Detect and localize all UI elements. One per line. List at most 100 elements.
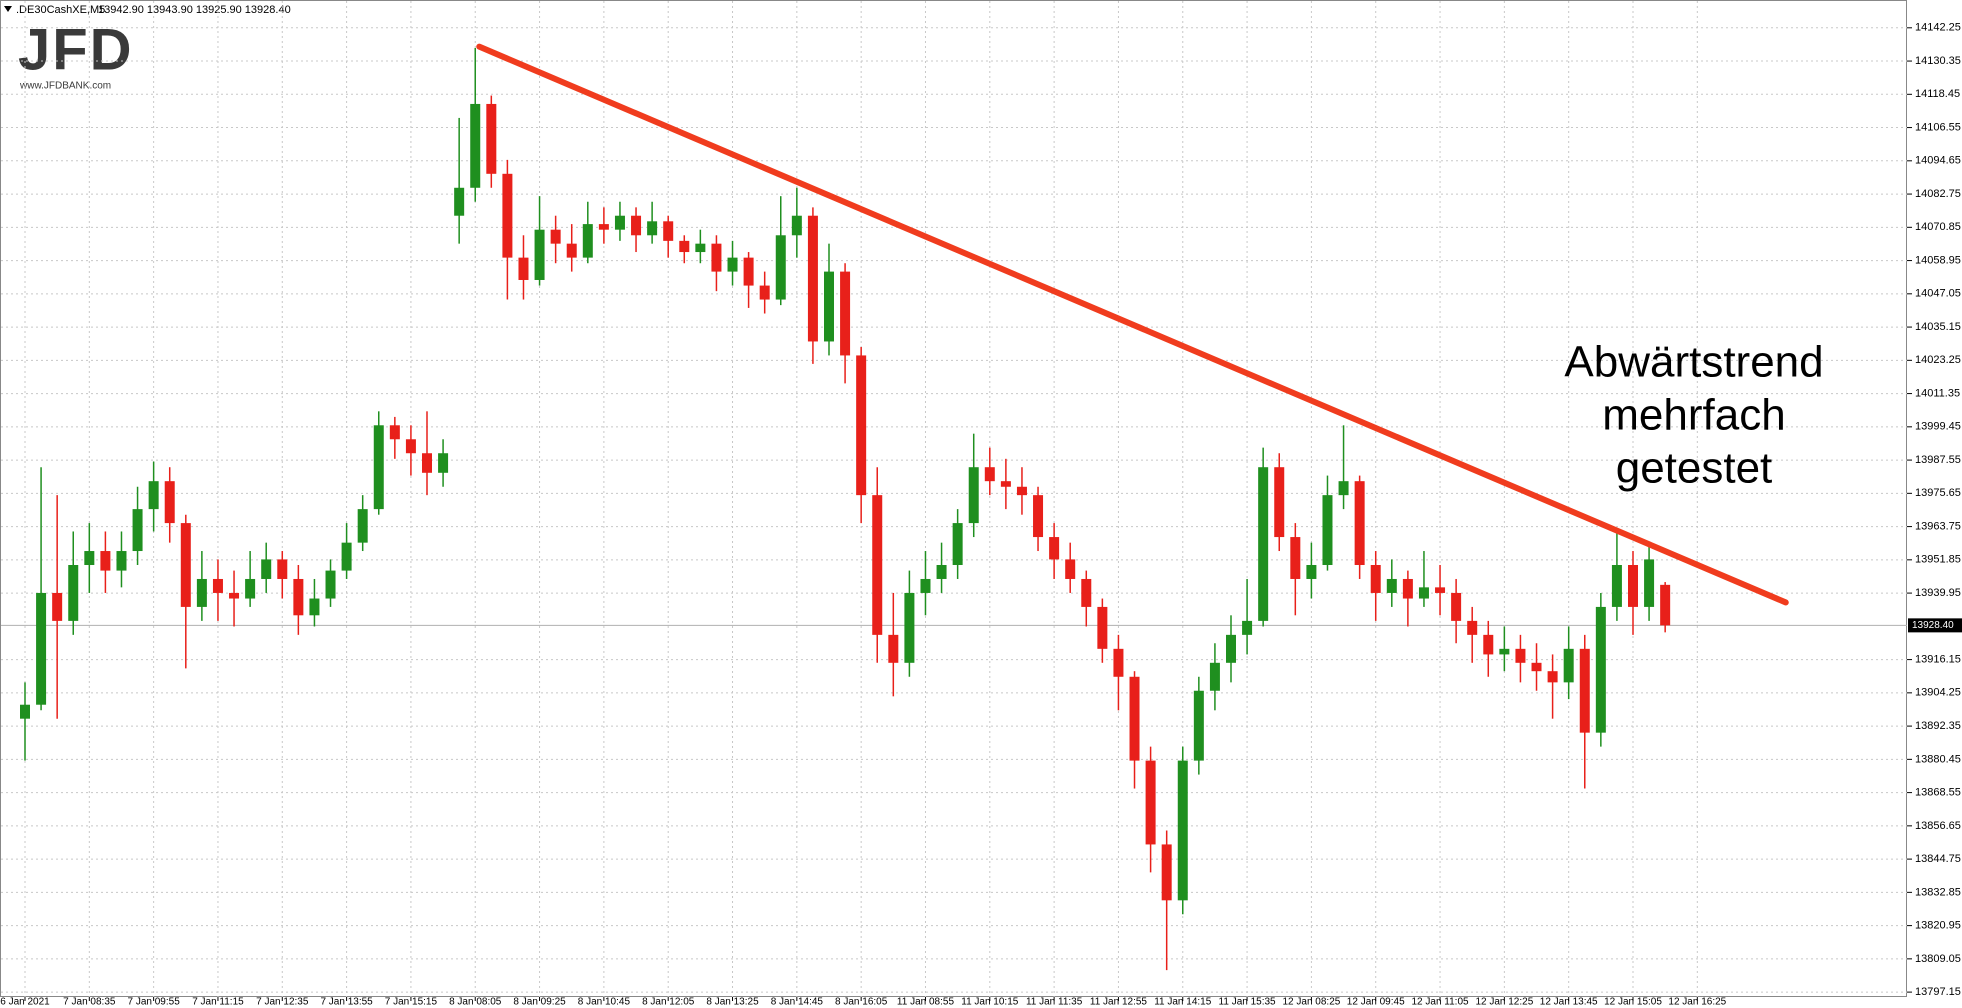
x-tick-label: 11 Jan 15:35 xyxy=(1219,997,1277,1008)
candle-body xyxy=(711,243,722,272)
trendline xyxy=(476,43,1789,606)
candle-body xyxy=(502,173,513,258)
candle-body xyxy=(807,215,818,342)
candle-body xyxy=(1322,495,1333,566)
candle-body xyxy=(1563,648,1574,683)
candle-body xyxy=(534,229,545,280)
candle-body xyxy=(132,509,143,552)
y-tick-label: 13880.45 xyxy=(1915,753,1961,765)
candle-body xyxy=(1049,537,1060,560)
candle-body xyxy=(856,355,867,496)
x-tick-label: 7 Jan 13:55 xyxy=(320,997,373,1008)
candle-body xyxy=(920,578,931,593)
x-tick-label: 8 Jan 08:05 xyxy=(449,997,502,1008)
candle-body xyxy=(904,592,915,663)
candle-body xyxy=(566,243,577,258)
candle-body xyxy=(695,243,706,253)
candle-body xyxy=(1467,620,1478,635)
candle-body xyxy=(614,215,625,230)
y-tick-label: 13975.65 xyxy=(1915,487,1961,499)
candle-body xyxy=(984,467,995,482)
annotation: getestet xyxy=(1616,444,1773,493)
candle-body xyxy=(1274,467,1285,538)
x-tick-label: 8 Jan 13:25 xyxy=(706,997,759,1008)
x-tick-label: 8 Jan 14:45 xyxy=(771,997,824,1008)
logo-url: www.JFDBANK.com xyxy=(19,81,111,92)
y-tick-label: 13963.75 xyxy=(1915,520,1961,532)
candle-body xyxy=(936,565,947,579)
y-tick-label: 13797.15 xyxy=(1915,986,1961,998)
candle-body xyxy=(743,257,754,286)
candle-body xyxy=(1209,662,1220,691)
candle-body xyxy=(277,559,288,579)
candle-body xyxy=(1306,565,1317,579)
candle-body xyxy=(357,509,368,543)
candle-body xyxy=(1290,537,1301,579)
x-tick-label: 8 Jan 10:45 xyxy=(578,997,631,1008)
x-tick-label: 11 Jan 10:15 xyxy=(961,997,1019,1008)
candle-body xyxy=(663,221,674,241)
x-tick-label: 11 Jan 12:55 xyxy=(1090,997,1148,1008)
y-tick-label: 14035.15 xyxy=(1915,321,1961,333)
candle-body xyxy=(1386,578,1397,593)
candle-body xyxy=(1258,467,1269,621)
candle-body xyxy=(1065,559,1076,579)
y-tick-label: 13939.95 xyxy=(1915,587,1961,599)
x-tick-label: 6 Jan 2021 xyxy=(0,997,50,1008)
candle-body xyxy=(180,523,191,607)
y-tick-label: 14070.85 xyxy=(1915,221,1961,233)
y-tick-label: 13844.75 xyxy=(1915,853,1961,865)
y-tick-label: 13951.85 xyxy=(1915,554,1961,566)
x-tick-label: 12 Jan 15:05 xyxy=(1604,997,1662,1008)
logo: JFD xyxy=(18,17,134,82)
x-tick-label: 7 Jan 09:55 xyxy=(128,997,181,1008)
candle-body xyxy=(325,570,336,599)
candle-body xyxy=(1161,844,1172,901)
x-tick-label: 12 Jan 09:45 xyxy=(1347,997,1405,1008)
y-tick-label: 14082.75 xyxy=(1915,188,1961,200)
x-tick-label: 12 Jan 11:05 xyxy=(1411,997,1469,1008)
candle-body xyxy=(389,425,400,440)
candle-body xyxy=(438,453,449,473)
candle-body xyxy=(52,592,63,621)
y-tick-label: 14047.05 xyxy=(1915,288,1961,300)
x-tick-label: 8 Jan 09:25 xyxy=(513,997,566,1008)
candle-body xyxy=(727,257,738,272)
candle-body xyxy=(1113,648,1124,677)
candle-body xyxy=(261,559,272,579)
x-tick-label: 7 Jan 08:35 xyxy=(63,997,116,1008)
x-tick-label: 12 Jan 12:25 xyxy=(1475,997,1533,1008)
x-tick-label: 11 Jan 14:15 xyxy=(1154,997,1212,1008)
annotation: mehrfach xyxy=(1602,391,1785,440)
candle-body xyxy=(1451,592,1462,621)
candle-body xyxy=(1499,648,1510,655)
y-tick-label: 13832.85 xyxy=(1915,886,1961,898)
current-price-box xyxy=(1908,618,1962,633)
plot-area xyxy=(0,0,1907,997)
candle-body xyxy=(840,271,851,356)
candle-body xyxy=(293,578,304,616)
y-tick-label: 13892.35 xyxy=(1915,720,1961,732)
x-tick-label: 7 Jan 15:15 xyxy=(385,997,438,1008)
candle-body xyxy=(454,187,465,216)
candle-body xyxy=(1000,481,1011,487)
x-tick-label: 7 Jan 11:15 xyxy=(192,997,244,1008)
candle-body xyxy=(888,634,899,663)
candle-body xyxy=(245,578,256,599)
candle-body xyxy=(84,551,95,566)
x-tick-label: 12 Jan 13:45 xyxy=(1540,997,1598,1008)
x-tick-label: 12 Jan 08:25 xyxy=(1282,997,1340,1008)
candle-body xyxy=(229,592,240,599)
x-tick-label: 8 Jan 16:05 xyxy=(835,997,888,1008)
candle-body xyxy=(1547,671,1558,683)
candle-body xyxy=(775,235,786,300)
candle-body xyxy=(422,453,432,473)
symbol: .DE30CashXE,M5 xyxy=(16,4,105,16)
x-tick-label: 8 Jan 12:05 xyxy=(642,997,695,1008)
candle-body xyxy=(582,224,593,258)
y-tick-label: 13856.65 xyxy=(1915,820,1961,832)
candle-body xyxy=(759,285,770,300)
candle-body xyxy=(164,481,175,524)
y-tick-label: 14023.25 xyxy=(1915,354,1961,366)
candle-body xyxy=(1242,620,1253,635)
